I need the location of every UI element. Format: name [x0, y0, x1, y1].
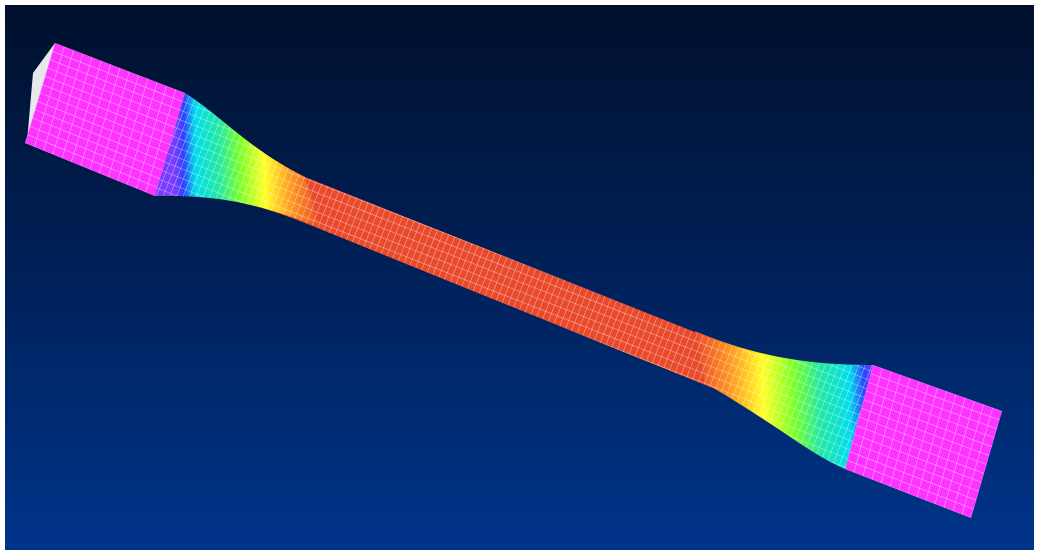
mesh-line	[861, 408, 990, 456]
mesh-line	[52, 51, 183, 102]
fea-scene[interactable]	[5, 5, 1034, 550]
mesh-line	[27, 134, 158, 188]
left-grip	[25, 43, 185, 196]
mesh-line	[868, 382, 997, 430]
mesh-line	[42, 84, 173, 137]
right-grip-face	[845, 365, 1002, 518]
mesh-line	[849, 451, 977, 501]
right-transition-zone	[695, 331, 873, 469]
mesh-line	[39, 92, 171, 145]
mesh-line	[34, 109, 166, 162]
mesh-line	[47, 67, 178, 120]
mesh-line	[863, 399, 992, 447]
mesh-line	[155, 113, 873, 416]
mesh-line	[155, 130, 873, 432]
mesh-line	[155, 146, 873, 449]
mesh-line	[856, 425, 985, 474]
mesh-line	[155, 121, 873, 424]
mesh-line	[858, 416, 987, 465]
left-grip-mesh	[25, 43, 185, 196]
mesh-line	[44, 76, 176, 128]
mesh-line	[155, 138, 873, 441]
mesh-line	[851, 442, 979, 492]
specimen-gauge-section	[155, 93, 873, 469]
mesh-line	[37, 101, 168, 154]
mesh-line	[29, 126, 161, 180]
mesh-line	[865, 390, 995, 439]
mesh-line	[854, 434, 982, 483]
right-grip	[845, 365, 1002, 518]
mesh-line	[49, 59, 181, 111]
mesh-line	[32, 117, 163, 171]
mesh-line	[847, 460, 974, 510]
mesh-line	[870, 373, 1000, 421]
fea-viewport[interactable]	[5, 5, 1034, 550]
